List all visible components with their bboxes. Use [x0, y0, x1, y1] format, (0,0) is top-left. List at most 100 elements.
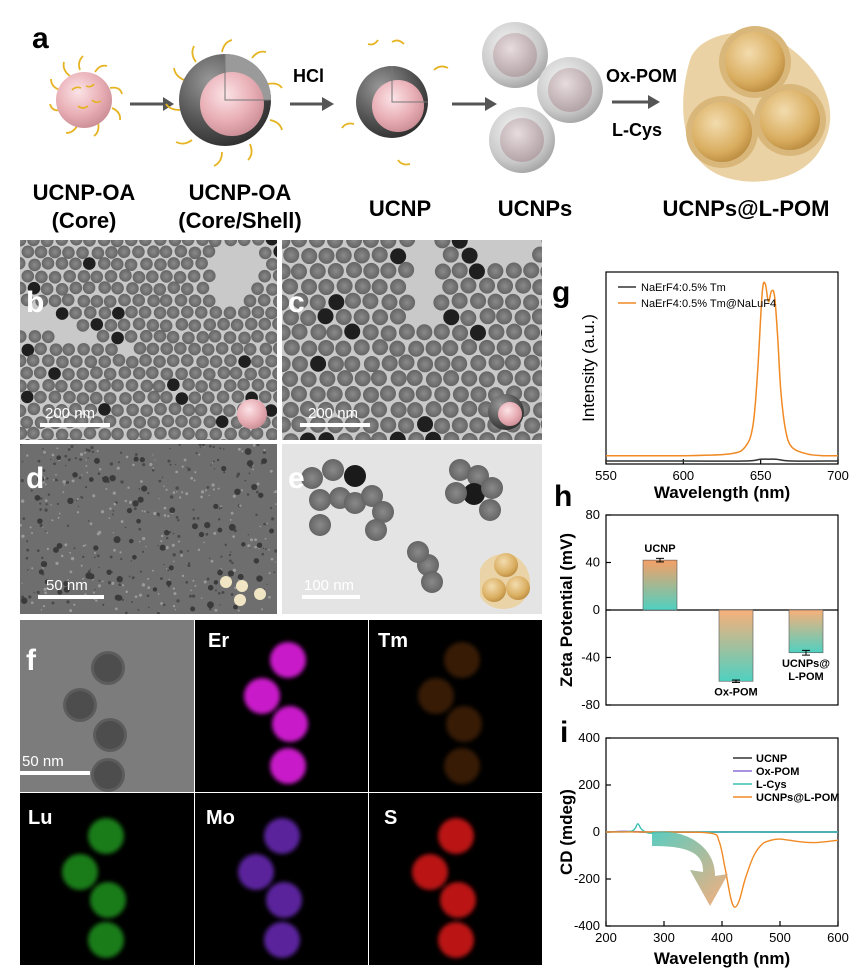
tem-particle	[504, 293, 521, 310]
tem-particle	[188, 294, 202, 308]
tem-noise-dot	[100, 510, 105, 514]
tem-particle	[398, 354, 415, 371]
tem-particle	[20, 354, 27, 368]
tem-noise-dot	[98, 566, 100, 569]
tem-particle	[461, 400, 478, 417]
tem-noise-dot	[124, 611, 128, 614]
tem-particle	[154, 402, 167, 416]
tem-particle	[282, 309, 299, 326]
tem-noise-dot	[154, 459, 156, 461]
tem-particle	[204, 521, 211, 529]
tem-particle	[152, 587, 158, 592]
tem-particle	[56, 355, 69, 369]
tem-particle	[335, 308, 352, 325]
tem-noise-dot	[109, 555, 113, 559]
tem-particle	[20, 240, 27, 247]
tem-noise-dot	[175, 464, 177, 466]
tem-noise-dot	[197, 548, 201, 552]
tem-noise-dot	[51, 519, 54, 522]
tem-particle	[125, 379, 139, 392]
i-y-tick-label: -200	[574, 871, 600, 886]
panel-d-letter: d	[26, 462, 44, 495]
panel-e-letter: e	[288, 462, 305, 495]
tem-noise-dot	[221, 591, 225, 595]
i-x-tick-label: 600	[827, 930, 849, 945]
tem-noise-dot	[33, 591, 35, 594]
tem-noise-dot	[109, 462, 114, 466]
tem-noise-dot	[124, 499, 128, 503]
tem-particle	[354, 278, 371, 295]
tem-noise-dot	[39, 497, 43, 500]
tem-particle	[389, 308, 406, 325]
tem-particle	[20, 379, 27, 393]
tem-noise-dot	[44, 591, 48, 595]
tem-noise-dot	[208, 494, 210, 497]
hcl-label: HCl	[293, 66, 324, 86]
tem-particle	[532, 370, 542, 387]
tem-particle	[265, 331, 277, 344]
tem-particle	[98, 281, 112, 294]
plot-g-lines	[605, 281, 839, 462]
tem-noise-dot	[67, 448, 71, 451]
tem-noise-dot	[230, 511, 234, 515]
tem-particle	[223, 379, 237, 392]
tem-particle	[154, 240, 167, 246]
tem-particle	[159, 319, 173, 333]
tem-particle	[264, 404, 277, 417]
tem-particle	[273, 245, 277, 258]
panel-b: b 200 nm	[20, 240, 277, 440]
schematic-ucnps	[482, 22, 603, 173]
tem-noise-dot	[58, 512, 61, 515]
h-y-tick-label: -40	[581, 650, 600, 665]
tem-particle	[496, 431, 513, 440]
tem-noise-dot	[98, 579, 101, 582]
tem-noise-dot	[73, 547, 76, 550]
tem-particle	[228, 523, 236, 531]
tem-particle	[371, 401, 388, 418]
tem-particle	[322, 459, 344, 481]
tem-noise-dot	[191, 594, 196, 598]
tem-noise-dot	[232, 568, 237, 572]
tem-particle	[69, 281, 83, 295]
tem-particle	[227, 570, 234, 577]
tem-noise-dot	[140, 570, 143, 573]
tem-noise-dot	[206, 577, 210, 581]
tem-particle	[62, 367, 75, 381]
tem-noise-dot	[70, 556, 75, 561]
tem-particle	[470, 292, 487, 309]
tem-particle	[20, 366, 34, 380]
tem-particle	[380, 416, 397, 433]
tem-noise-dot	[163, 563, 165, 566]
tem-noise-dot	[141, 583, 146, 587]
tem-particle	[416, 324, 433, 341]
tem-noise-dot	[173, 560, 175, 563]
tem-particle	[117, 245, 131, 259]
tem-noise-dot	[39, 502, 42, 505]
tem-particle	[180, 257, 194, 270]
tem-noise-dot	[142, 537, 146, 541]
tem-noise-dot	[212, 488, 215, 491]
tem-noise-dot	[102, 603, 105, 606]
tem-particle	[38, 569, 44, 575]
tem-noise-dot	[39, 508, 42, 511]
tem-particle	[443, 370, 460, 387]
tem-noise-dot	[82, 555, 85, 559]
tem-noise-dot	[189, 594, 192, 598]
tem-particle	[344, 355, 361, 372]
tem-noise-dot	[224, 543, 227, 547]
tem-particle	[93, 545, 99, 551]
scale-label-e: 100 nm	[304, 577, 354, 594]
map-tm-signal	[418, 642, 482, 784]
tem-particle	[238, 331, 251, 345]
tem-noise-dot	[190, 476, 194, 480]
tem-noise-dot	[114, 607, 118, 611]
tem-noise-dot	[36, 472, 40, 475]
tem-particle	[182, 427, 195, 440]
tem-particle	[37, 475, 45, 483]
tem-noise-dot	[108, 517, 111, 520]
tem-noise-dot	[147, 586, 151, 590]
tem-particle	[41, 257, 55, 270]
tem-particle	[34, 390, 47, 404]
tem-particle	[147, 416, 160, 429]
tem-noise-dot	[97, 584, 101, 588]
